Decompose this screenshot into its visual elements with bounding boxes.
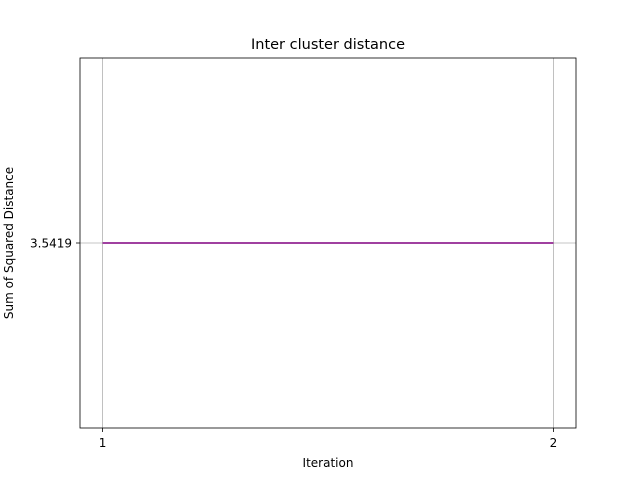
x-axis-label: Iteration xyxy=(303,456,354,470)
chart-title: Inter cluster distance xyxy=(251,37,405,53)
x-tick-label: 2 xyxy=(550,436,558,450)
y-axis-label: Sum of Squared Distance xyxy=(2,167,16,319)
x-tick-label: 1 xyxy=(99,436,107,450)
y-tick-label: 3.5419 xyxy=(30,237,72,251)
tick-layer: 1 2 3.5419 xyxy=(30,237,557,451)
